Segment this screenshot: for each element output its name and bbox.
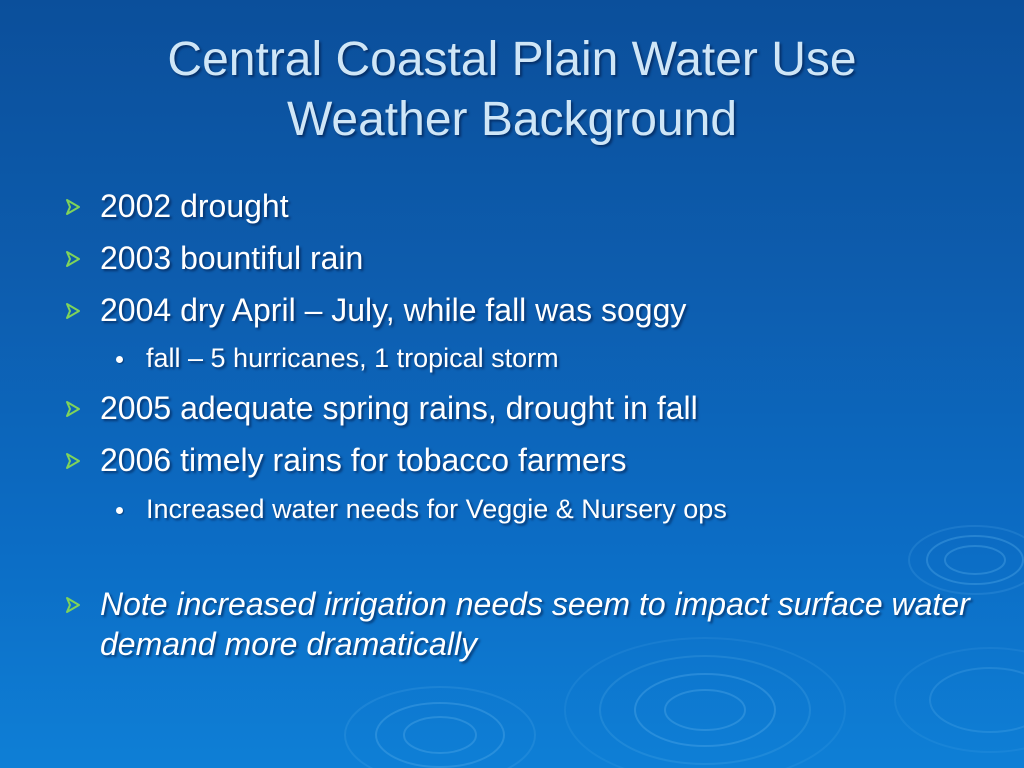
arrow-bullet-icon <box>66 303 80 319</box>
sub-bullet-text: fall – 5 hurricanes, 1 tropical storm <box>146 343 559 373</box>
note-text: Note increased irrigation needs seem to … <box>100 586 970 662</box>
bullet-item: 2006 timely rains for tobacco farmers <box>66 440 627 480</box>
bullet-text: 2004 dry April – July, while fall was so… <box>100 292 687 328</box>
arrow-bullet-icon <box>66 251 80 267</box>
title-line-2: Weather Background <box>286 93 738 146</box>
title-line-1: Central Coastal Plain Water Use <box>167 33 857 86</box>
dot-bullet-icon <box>116 356 123 363</box>
arrow-bullet-icon <box>66 199 80 215</box>
bullet-item: 2004 dry April – July, while fall was so… <box>66 290 687 330</box>
note-bullet-item: Note increased irrigation needs seem to … <box>66 584 980 664</box>
bullet-item: 2002 drought <box>66 186 289 226</box>
dot-bullet-icon <box>116 507 123 514</box>
slide-title: Central Coastal Plain Water Use Weather … <box>0 30 1024 150</box>
arrow-bullet-icon <box>66 453 80 469</box>
bullet-text: 2002 drought <box>100 188 289 224</box>
sub-bullet-text: Increased water needs for Veggie & Nurse… <box>146 494 727 524</box>
bullet-text: 2006 timely rains for tobacco farmers <box>100 442 627 478</box>
sub-bullet-item: Increased water needs for Veggie & Nurse… <box>116 492 727 526</box>
arrow-bullet-icon <box>66 597 80 613</box>
bullet-text: 2003 bountiful rain <box>100 240 364 276</box>
bullet-text: 2005 adequate spring rains, drought in f… <box>100 390 698 426</box>
bullet-item: 2005 adequate spring rains, drought in f… <box>66 388 698 428</box>
arrow-bullet-icon <box>66 401 80 417</box>
sub-bullet-item: fall – 5 hurricanes, 1 tropical storm <box>116 341 559 375</box>
bullet-item: 2003 bountiful rain <box>66 238 364 278</box>
